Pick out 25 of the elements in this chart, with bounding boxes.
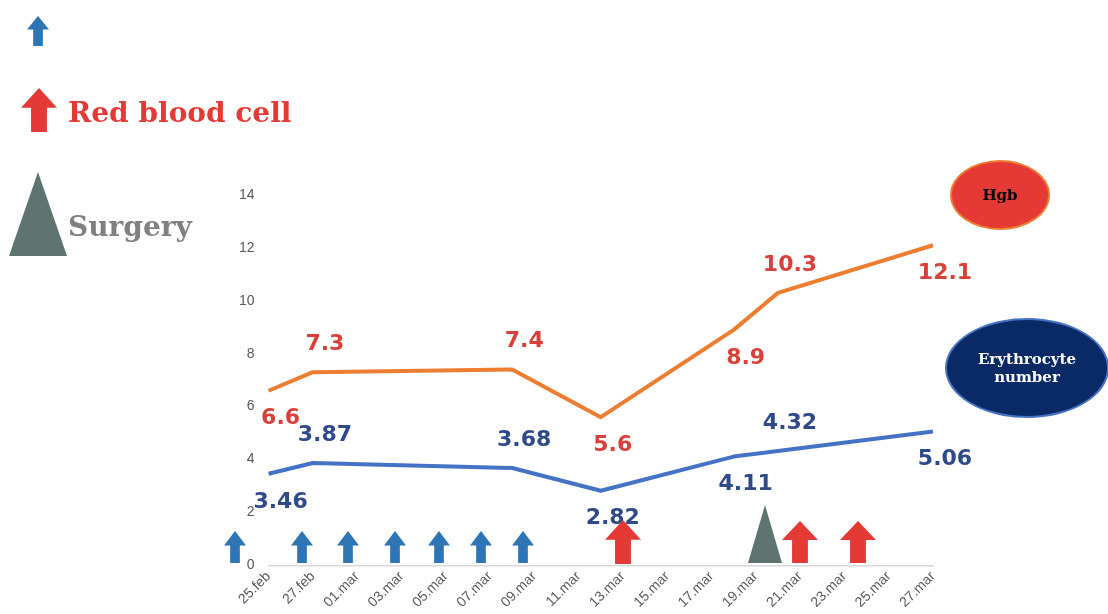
text: Surgery: [68, 210, 192, 243]
text: Red blood cell: [68, 96, 292, 129]
y-tick-label: 2: [246, 503, 255, 520]
data-label: 5.06: [917, 445, 973, 471]
oval-badge: Erythrocyte number: [945, 318, 1108, 418]
data-label: 7.3: [305, 329, 345, 355]
y-tick-label: 14: [238, 185, 255, 202]
y-tick-label: 8: [246, 344, 255, 361]
data-label: 5.6: [593, 430, 633, 456]
data-label: 2.82: [585, 504, 640, 530]
data-label: 12.1: [917, 258, 973, 284]
data-label: 4.32: [762, 408, 818, 434]
data-label: 3.68: [497, 425, 552, 451]
data-label: 10.3: [762, 250, 818, 276]
y-tick-label: 4: [246, 450, 255, 467]
y-tick-label: 12: [238, 238, 255, 255]
y-tick-label: 10: [238, 291, 255, 308]
data-label: 8.9: [726, 343, 766, 369]
y-tick-label: 0: [246, 556, 255, 573]
data-label: 4.11: [718, 470, 773, 496]
data-label: 6.6: [261, 404, 301, 430]
data-label: 3.46: [253, 487, 308, 513]
y-tick-label: 6: [246, 397, 255, 414]
oval-badge: Hgb: [950, 160, 1050, 230]
data-label: 7.4: [504, 327, 544, 353]
